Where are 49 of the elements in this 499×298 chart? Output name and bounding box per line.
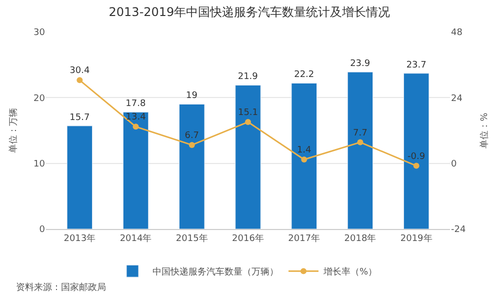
data-label: -0.9	[408, 152, 426, 162]
bar	[347, 72, 374, 229]
data-label: 15.7	[70, 112, 90, 123]
bar	[291, 82, 317, 229]
text: 资料来源：国家邮政局	[16, 282, 106, 293]
y-tick-label: 0	[39, 225, 46, 236]
y-tick-label: 10	[34, 159, 46, 170]
y2-axis-title: 单位：%	[478, 112, 490, 148]
bar	[122, 112, 149, 229]
x-tick-label: 2018年	[344, 232, 376, 244]
x-tick-label: 2015年	[176, 232, 208, 244]
data-label: 19	[186, 91, 198, 102]
bar	[235, 84, 261, 229]
data-label: 15.1	[238, 108, 258, 118]
legend-label: 增长率（%）	[322, 266, 378, 278]
y2-tick-label: -24	[451, 225, 466, 236]
x-tick-label: 2017年	[288, 232, 320, 244]
point	[413, 162, 420, 169]
data-label: 7.7	[353, 128, 368, 138]
data-label: 6.7	[184, 131, 200, 141]
point	[132, 124, 139, 130]
point	[301, 156, 308, 162]
bar	[403, 73, 430, 229]
data-label: 21.9	[238, 72, 258, 82]
point	[245, 119, 251, 126]
data-label: 17.8	[126, 99, 146, 110]
data-label: 30.4	[70, 66, 90, 76]
point	[76, 77, 83, 84]
point	[188, 142, 195, 148]
y-tick-label: 20	[34, 94, 46, 104]
point	[357, 139, 364, 146]
data-label: 13.4	[126, 112, 146, 123]
x-tick-label: 2019年	[400, 232, 432, 244]
x-tick-label: 2014年	[120, 232, 152, 244]
data-label: 1.4	[296, 146, 312, 156]
chart-title: 2013-2019年中国快递服务汽车数量统计及增长情况	[108, 4, 390, 19]
bar	[179, 104, 205, 229]
y2-tick-label: 48	[451, 28, 463, 38]
legend-label: 中国快递服务汽车数量（万辆）	[152, 266, 278, 278]
y-axis-title: 单位：万辆	[8, 108, 19, 153]
y-tick-label: 30	[34, 28, 46, 38]
data-label: 23.7	[406, 60, 426, 70]
y2-tick-label: 24	[451, 94, 463, 104]
data-label: 22.2	[294, 70, 314, 80]
bar	[66, 126, 93, 229]
x-tick-label: 2016年	[232, 232, 264, 244]
data-label: 23.9	[350, 59, 370, 70]
y2-tick-label: 0	[451, 159, 457, 170]
x-tick-label: 2013年	[64, 232, 96, 244]
